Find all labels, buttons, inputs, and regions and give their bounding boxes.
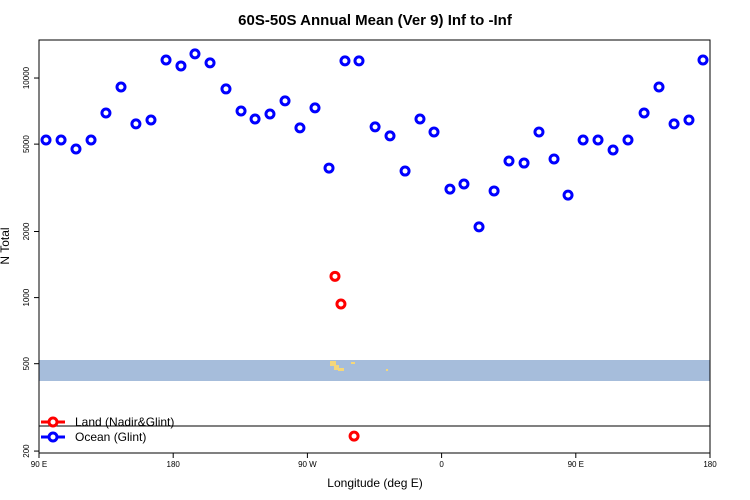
point [204,57,216,69]
y-tick-label: 10000 [22,66,31,89]
x-tick-label: 90 W [298,460,317,469]
y-tick-label: 200 [22,444,31,458]
point [279,95,291,107]
point [55,134,67,146]
point [309,102,321,114]
point [577,134,589,146]
point [85,134,97,146]
x-tick-label: 0 [439,460,444,469]
point [249,113,261,125]
y-tick-label: 5000 [22,135,31,153]
x-tick-label: 180 [703,460,717,469]
point [638,107,650,119]
point [160,54,172,66]
chart-title: 60S-50S Annual Mean (Ver 9) Inf to -Inf [238,12,513,29]
x-axis-label: Longitude (deg E) [327,476,422,490]
point [100,107,112,119]
x-tick-label: 90 E [568,460,584,469]
point [115,81,127,93]
point [414,113,426,125]
point [329,270,341,282]
point [335,298,347,310]
point [562,189,574,201]
x-tick-label: 180 [167,460,181,469]
y-tick-label: 2000 [22,222,31,240]
point [70,143,82,155]
point [518,157,530,169]
point [323,162,335,174]
point [220,83,232,95]
point [653,81,665,93]
point [130,118,142,130]
point [399,165,411,177]
point [40,134,52,146]
legend-marker [47,431,59,443]
plot-frame [38,39,711,454]
point [348,430,360,442]
point [369,121,381,133]
point [548,153,560,165]
y-tick-label: 500 [22,356,31,370]
point [384,130,396,142]
point [622,134,634,146]
point [458,178,470,190]
point [175,60,187,72]
point [339,55,351,67]
point [145,114,157,126]
point [473,221,485,233]
point [503,155,515,167]
land-specks [330,361,388,371]
point [235,105,247,117]
shaded-band [39,360,710,381]
legend-label: Ocean (Glint) [75,430,146,444]
point [428,126,440,138]
y-axis-label: N Total [0,227,12,264]
point [697,54,709,66]
x-tick-label: 90 E [31,460,47,469]
point [488,185,500,197]
point [607,144,619,156]
point [683,114,695,126]
legend-label: Land (Nadir&Glint) [75,415,174,429]
point [189,48,201,60]
point [533,126,545,138]
point [264,108,276,120]
y-tick-label: 1000 [22,288,31,306]
point [294,122,306,134]
point [353,55,365,67]
legend-marker [47,416,59,428]
point [668,118,680,130]
point [592,134,604,146]
point [444,183,456,195]
